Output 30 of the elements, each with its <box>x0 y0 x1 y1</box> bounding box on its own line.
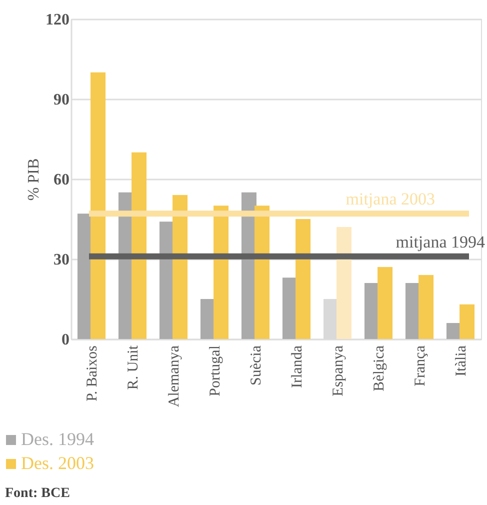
y-tick-label: 60 <box>54 172 70 188</box>
legend-label: Des. 1994 <box>21 429 94 449</box>
x-tick-label: França <box>412 345 428 386</box>
bar <box>132 152 147 339</box>
bar <box>378 267 393 339</box>
x-tick-label: P. Baixos <box>84 345 100 402</box>
bar <box>336 227 352 339</box>
y-tick-label: 120 <box>46 12 70 28</box>
bar <box>172 195 188 339</box>
legend-label: Des. 2003 <box>21 453 94 473</box>
bar <box>296 219 311 339</box>
x-tick-label: Itàlia <box>454 345 470 376</box>
y-tick-label: 90 <box>54 92 70 108</box>
y-axis-title: % PIB <box>26 158 42 201</box>
bar <box>214 206 229 339</box>
x-tick-label: Irlanda <box>290 345 306 388</box>
x-tick-label: Espanya <box>330 345 346 396</box>
x-tick-label: Alemanya <box>166 345 182 408</box>
x-tick-label: Portugal <box>208 346 224 396</box>
y-tick-label: 0 <box>62 332 70 348</box>
bar <box>460 304 475 339</box>
bar <box>418 275 434 339</box>
x-tick-label: Suècia <box>248 345 264 386</box>
ref-line-label: mitjana 1994 <box>396 232 486 252</box>
text: Font: BCE <box>5 486 70 501</box>
x-tick-label: R. Unit <box>126 344 142 390</box>
x-tick-label: Bèlgica <box>372 345 388 392</box>
ref-line-label: mitjana 2003 <box>346 190 435 209</box>
bar <box>90 72 106 339</box>
y-tick-label: 30 <box>54 252 70 268</box>
